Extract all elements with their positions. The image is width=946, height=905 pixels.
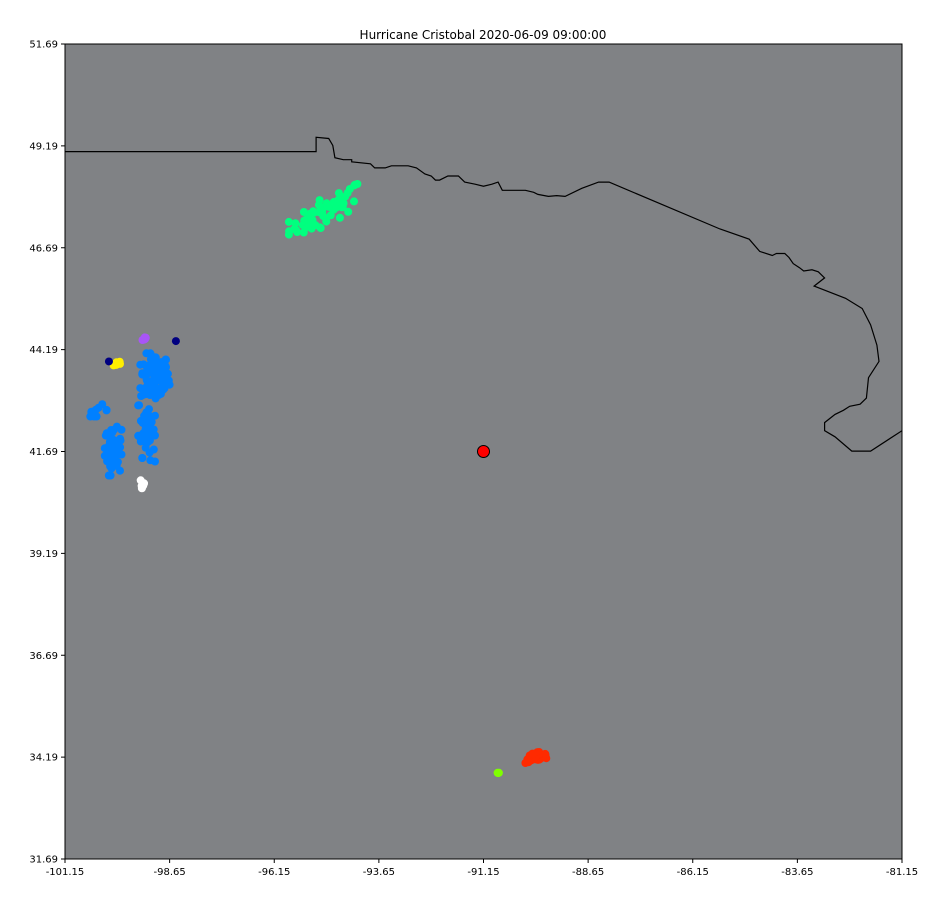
- data-point: [142, 349, 151, 358]
- data-point: [350, 180, 359, 189]
- data-point: [86, 412, 95, 421]
- x-tick-label: -101.15: [46, 867, 85, 878]
- data-point: [134, 431, 143, 440]
- data-point: [151, 457, 159, 466]
- data-point: [109, 462, 118, 471]
- coastline-layer: [65, 136, 902, 452]
- y-tick-label: 34.19: [29, 753, 58, 764]
- data-point: [113, 442, 122, 450]
- data-point: [344, 207, 353, 216]
- data-point: [142, 390, 151, 398]
- data-point: [145, 448, 154, 457]
- data-point: [149, 381, 158, 390]
- y-tick-label: 49.19: [29, 141, 58, 152]
- coastline: [65, 136, 902, 452]
- data-point: [284, 217, 293, 226]
- data-point: [315, 196, 324, 205]
- data-point: [341, 192, 350, 201]
- data-point: [111, 359, 120, 368]
- data-point: [154, 390, 163, 399]
- data-point: [337, 203, 346, 212]
- data-point: [151, 411, 159, 420]
- data-point: [144, 369, 153, 378]
- data-point: [309, 207, 318, 216]
- y-tick-label: 41.69: [29, 447, 58, 458]
- data-point: [101, 431, 110, 440]
- y-tick-label: 39.19: [29, 549, 58, 560]
- data-point: [105, 441, 113, 450]
- data-point: [322, 217, 331, 226]
- data-point: [140, 335, 149, 344]
- x-axis: -101.15 -98.65 -96.15 -93.65 -91.15 -88.65 -86…: [46, 859, 918, 878]
- data-point: [494, 768, 503, 777]
- data-point: [150, 371, 159, 380]
- data-point: [153, 365, 162, 374]
- data-point: [521, 759, 530, 767]
- storm-center-marker: [477, 445, 490, 458]
- data-point: [104, 357, 113, 366]
- data-point: [142, 409, 151, 418]
- data-point: [311, 221, 320, 230]
- x-tick-label: -81.15: [886, 867, 918, 878]
- chart-title: Hurricane Cristobal 2020-06-09 09:00:00: [360, 28, 607, 42]
- y-tick-label: 31.69: [29, 855, 58, 866]
- x-tick-label: -98.65: [154, 867, 186, 878]
- data-point: [326, 211, 335, 220]
- x-tick-label: -88.65: [572, 867, 604, 878]
- data-point: [136, 384, 145, 393]
- y-tick-label: 36.69: [29, 651, 58, 662]
- x-tick-label: -96.15: [258, 867, 290, 878]
- data-point: [104, 471, 113, 480]
- y-tick-label: 46.69: [29, 243, 58, 254]
- data-point: [307, 215, 316, 224]
- data-point: [335, 213, 344, 222]
- data-point: [315, 208, 324, 217]
- points-layer: [86, 180, 551, 778]
- x-tick-label: -93.65: [363, 867, 395, 878]
- data-point: [145, 436, 154, 445]
- y-axis: 31.69 34.19 36.69 39.19 41.69 44.19 46.69 49.19…: [29, 40, 65, 866]
- storm-center-layer: [477, 445, 490, 458]
- data-point: [291, 219, 300, 228]
- data-point: [138, 454, 147, 462]
- y-tick-label: 51.69: [29, 40, 58, 51]
- data-point: [350, 197, 358, 206]
- x-tick-label: -91.15: [467, 867, 499, 878]
- data-point: [158, 377, 167, 386]
- data-point: [136, 360, 145, 369]
- x-tick-label: -83.65: [781, 867, 813, 878]
- data-point: [140, 479, 148, 488]
- data-point: [334, 189, 343, 198]
- data-point: [293, 228, 302, 236]
- data-point: [335, 197, 344, 206]
- data-point: [171, 337, 180, 346]
- data-point: [114, 450, 123, 459]
- data-point: [98, 400, 107, 409]
- data-point: [106, 450, 114, 459]
- data-point: [541, 749, 550, 758]
- data-point: [112, 422, 121, 431]
- data-point: [145, 361, 154, 370]
- data-point: [161, 355, 170, 364]
- data-point: [135, 401, 144, 410]
- x-tick-label: -86.15: [677, 867, 709, 878]
- data-point: [144, 421, 153, 430]
- data-point: [299, 208, 308, 216]
- data-point: [138, 369, 147, 378]
- y-tick-label: 44.19: [29, 345, 58, 356]
- data-point: [529, 750, 538, 759]
- data-point: [102, 405, 111, 414]
